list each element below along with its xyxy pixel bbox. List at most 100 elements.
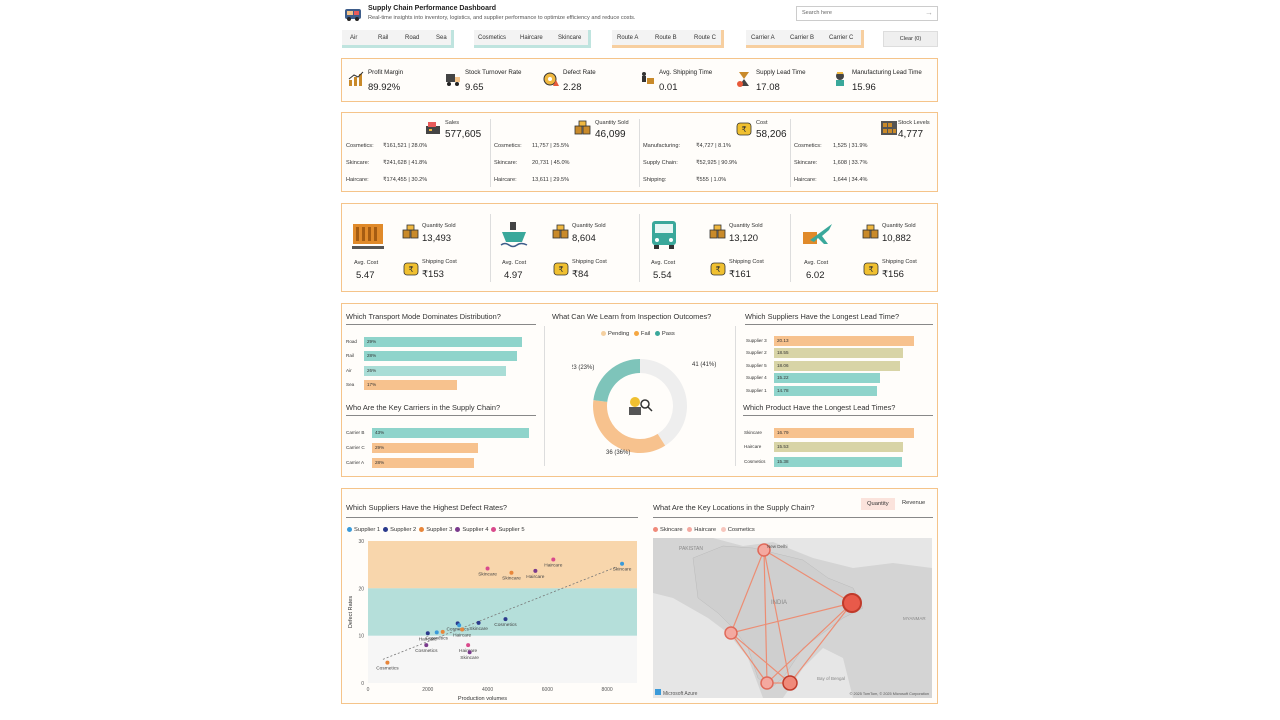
- scatter-point[interactable]: [440, 629, 445, 634]
- scatter-point[interactable]: [466, 643, 471, 648]
- arrow-right-icon[interactable]: →: [925, 8, 933, 17]
- product-category-label: Haircare: [744, 444, 762, 450]
- scatter-point[interactable]: [425, 631, 430, 636]
- quantity-value: 10,882: [882, 233, 912, 244]
- legend-supplier-5: Supplier 5: [498, 527, 525, 534]
- carrier-bar[interactable]: 43%: [372, 428, 529, 438]
- scatter-point[interactable]: [460, 627, 465, 632]
- toggle-revenue[interactable]: Revenue: [902, 500, 926, 506]
- clear-filters-button[interactable]: Clear (0): [883, 31, 938, 47]
- scatter-point[interactable]: [509, 570, 514, 575]
- carrier-bar[interactable]: 28%: [372, 458, 475, 468]
- inspection-chart-title: What Can We Learn from Inspection Outcom…: [552, 312, 712, 321]
- slicer-item-road[interactable]: Road: [405, 35, 420, 41]
- scatter-point[interactable]: [533, 568, 538, 573]
- svg-text:₹: ₹: [408, 265, 413, 274]
- legend-dot: [601, 331, 606, 336]
- donut-slice-pass[interactable]: [640, 359, 687, 446]
- supply-chain-map[interactable]: PAKISTAN New Delhi INDIA MYANMAR Bay of …: [653, 538, 932, 698]
- supplier-bar-value: 18.55: [777, 350, 789, 356]
- legend-supplier-4: Supplier 4: [462, 527, 489, 534]
- divider: [790, 214, 791, 282]
- quantity-column: Quantity Sold 46,099 Cosmetics: 11,757 |…: [490, 113, 639, 189]
- money-bag-icon: ₹: [863, 262, 879, 276]
- search-input[interactable]: Search here →: [796, 6, 938, 21]
- truck-logo-icon: [345, 9, 361, 21]
- carrier-bar[interactable]: 29%: [372, 443, 478, 453]
- svg-text:₹: ₹: [741, 125, 746, 134]
- scatter-point-label: Haircare: [453, 633, 471, 639]
- slicer-item-cosmetics[interactable]: Cosmetics: [478, 35, 507, 41]
- scatter-point[interactable]: [551, 557, 556, 562]
- kpi-label: Profit Margin: [368, 69, 404, 76]
- title-underline: [653, 517, 933, 518]
- map-location-mumbai[interactable]: [724, 626, 738, 640]
- supplier-bar[interactable]: 15.22: [774, 373, 880, 384]
- boxes-icon: [709, 224, 726, 239]
- kpi-label: Defect Rate: [563, 69, 596, 76]
- scatter-point-label: Haircare: [544, 562, 562, 568]
- scatter-point-label: Cosmetics: [415, 648, 438, 654]
- scatter-point[interactable]: [457, 623, 462, 628]
- map-location-bangalore[interactable]: [760, 676, 774, 690]
- legend-dot: [347, 527, 352, 532]
- quantity-value: 46,099: [595, 129, 626, 140]
- row-label: Cosmetics:: [494, 143, 522, 149]
- shipping-cost-value: ₹84: [572, 269, 589, 280]
- map-location-kolkata[interactable]: [842, 593, 862, 613]
- slicer-item-route-c[interactable]: Route C: [694, 35, 717, 41]
- supplier-lead-chart-title: Which Suppliers Have the Longest Lead Ti…: [745, 312, 900, 321]
- category-panel: Sales 577,605 Cosmetics: ₹161,521 | 28.0…: [341, 112, 938, 192]
- scatter-point-label: Skincare: [478, 571, 497, 577]
- shipping-cost-label: Shipping Cost: [882, 259, 917, 265]
- map-location-chennai[interactable]: [782, 675, 798, 691]
- transport-bar[interactable]: 26%: [364, 365, 506, 376]
- slicer-item-carrier-c[interactable]: Carrier C: [829, 35, 854, 41]
- supplier-bar[interactable]: 14.78: [774, 385, 877, 396]
- slicer-item-carrier-a[interactable]: Carrier A: [751, 35, 775, 41]
- slicer-item-carrier-b[interactable]: Carrier B: [790, 35, 815, 41]
- carrier-bar-value: 43%: [375, 430, 385, 435]
- scatter-point[interactable]: [476, 620, 481, 625]
- kpi-label: Supply Lead Time: [756, 69, 806, 76]
- transport-bar[interactable]: 28%: [364, 351, 517, 362]
- row-value: ₹52,925 | 90.9%: [696, 160, 738, 166]
- scatter-legend: Supplier 1 Supplier 2 Supplier 3 Supplier 4…: [344, 527, 525, 533]
- product-bar[interactable]: 15.53: [774, 442, 904, 453]
- donut-slice-pending[interactable]: [593, 359, 640, 402]
- scatter-point[interactable]: [503, 617, 508, 622]
- map-location-new-delhi[interactable]: [757, 543, 771, 557]
- slicer-item-sea[interactable]: Sea: [436, 35, 447, 41]
- supplier-bar[interactable]: 20.13: [774, 336, 914, 346]
- toggle-quantity[interactable]: Quantity: [861, 498, 895, 510]
- scatter-point[interactable]: [485, 566, 490, 571]
- product-lead-chart-title: Which Product Have the Longest Lead Time…: [743, 403, 896, 412]
- scatter-point[interactable]: [385, 660, 390, 665]
- scatter-point[interactable]: [434, 630, 439, 635]
- scatter-point[interactable]: [620, 561, 625, 566]
- slicer-item-rail[interactable]: Rail: [378, 35, 389, 41]
- slicer-item-haircare[interactable]: Haircare: [520, 35, 543, 41]
- kpi-value: 89.92%: [368, 82, 401, 93]
- slicer-item-air[interactable]: Air: [350, 35, 358, 41]
- transport-bar[interactable]: 29%: [364, 337, 522, 347]
- scatter-point[interactable]: [424, 643, 429, 648]
- carrier-category-label: Carrier C: [346, 445, 365, 450]
- transport-bar[interactable]: 17%: [364, 379, 457, 390]
- transport-category-label: Sea: [346, 381, 355, 387]
- scatter-point[interactable]: [467, 650, 472, 655]
- slicer-item-route-b[interactable]: Route B: [655, 35, 677, 41]
- airplane-icon: [803, 224, 832, 244]
- map-label-new-delhi: New Delhi: [767, 544, 788, 549]
- row-value: ₹174,455 | 30.2%: [383, 177, 428, 183]
- product-bar[interactable]: 16.79: [774, 428, 914, 438]
- y-tick-label: 20: [358, 586, 364, 592]
- slicer-item-route-a[interactable]: Route A: [617, 35, 639, 41]
- product-bar[interactable]: 15.38: [774, 456, 903, 467]
- slicer-item-skincare[interactable]: Skincare: [558, 35, 582, 41]
- supplier-bar[interactable]: 18.06: [774, 360, 900, 371]
- svg-text:₹: ₹: [715, 265, 720, 274]
- donut-slice-fail[interactable]: [593, 400, 666, 453]
- supplier-bar[interactable]: 18.55: [774, 348, 903, 359]
- bus-icon: [652, 221, 676, 249]
